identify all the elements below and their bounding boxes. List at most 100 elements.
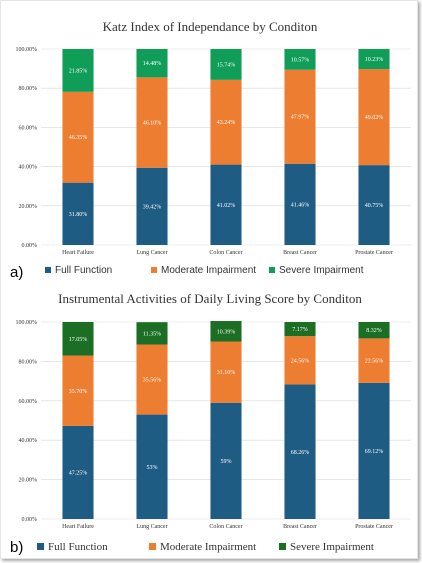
y-tick-label: 0.00% — [22, 243, 38, 249]
legend-label: Full Function — [55, 265, 112, 276]
legend-swatch — [269, 267, 275, 273]
bar-segment — [62, 49, 94, 92]
y-tick-label: 60.00% — [19, 125, 38, 131]
chart-a-x-axis: Heart Failure Lung Cancer Colon Cancer Brea… — [62, 250, 393, 256]
y-tick-label: 80.00% — [19, 86, 38, 92]
bar-segment — [62, 182, 94, 245]
legend-swatch — [151, 267, 157, 273]
data-label: 17.05% — [69, 337, 88, 343]
x-tick-label: Breast Cancer — [283, 250, 317, 256]
y-tick-label: 40.00% — [19, 438, 38, 444]
chart-b-bars: 47.25% 35.70% 17.05% 53% 35.56% 11.35% 59% 31.1… — [62, 321, 390, 519]
chart-b-title: Instrumental Activities of Daily Living … — [58, 291, 362, 306]
data-label: 47.97% — [291, 115, 310, 121]
bar-segment — [358, 382, 390, 519]
bar-segment — [358, 165, 390, 245]
data-label: 41.02% — [217, 203, 236, 209]
legend-label: Full Function — [48, 541, 108, 553]
chart-a: Katz Index of Independance by Conditon 0… — [10, 19, 411, 281]
bar-segment — [62, 355, 94, 426]
bar-segment — [358, 322, 390, 339]
chart-b-x-axis: Heart Failure Lung Cancer Colon Cancer Brea… — [62, 524, 393, 530]
legend-swatch — [45, 267, 51, 273]
legend-swatch — [37, 543, 44, 550]
legend-label: Severe Impairment — [290, 541, 374, 553]
data-label: 35.56% — [143, 378, 162, 384]
bar-segment — [210, 321, 242, 342]
data-label: 22.56% — [365, 359, 384, 365]
data-label: 14.48% — [143, 61, 162, 67]
data-label: 11.35% — [143, 331, 161, 337]
y-tick-label: 40.00% — [19, 165, 38, 171]
data-label: 40.75% — [365, 203, 384, 209]
legend-swatch — [149, 543, 156, 550]
legend-label: Moderate Impairment — [160, 541, 256, 553]
data-label: 31.10% — [217, 370, 236, 376]
bar-segment — [210, 49, 242, 80]
x-tick-label: Prostate Cancer — [355, 524, 393, 530]
data-label: 7.17% — [292, 327, 308, 333]
data-label: 47.25% — [69, 470, 88, 476]
data-label: 10.23% — [365, 57, 384, 63]
bar-segment — [62, 91, 94, 183]
y-tick-label: 80.00% — [19, 359, 38, 365]
legend-swatch — [279, 543, 286, 550]
chart-a-legend: Full Function Moderate Impairment Severe I… — [45, 265, 364, 276]
bar-segment — [358, 69, 390, 166]
chart-b-y-axis: 0.00% 20.00% 40.00% 60.00% 80.00% 100.00% — [16, 320, 38, 523]
x-tick-label: Colon Cancer — [209, 524, 242, 530]
data-label: 68.26% — [291, 450, 310, 456]
bar-segment — [210, 341, 242, 403]
bar-segment — [358, 49, 390, 70]
data-label: 69.12% — [365, 449, 384, 455]
x-tick-label: Heart Failure — [62, 524, 94, 530]
chart-a-panel-label: a) — [10, 264, 23, 281]
data-label: 49.02% — [365, 115, 384, 121]
bar-segment — [284, 336, 316, 385]
bar-segment — [284, 49, 316, 70]
chart-a-title: Katz Index of Independance by Conditon — [103, 19, 318, 34]
bar-segment — [136, 344, 168, 415]
data-label: 46.10% — [143, 121, 162, 127]
bar-segment — [284, 69, 316, 164]
data-label: 24.56% — [291, 358, 310, 364]
data-label: 46.35% — [69, 135, 88, 141]
bar-segment — [210, 79, 242, 165]
y-tick-label: 100.00% — [16, 320, 38, 326]
data-label: 8.32% — [366, 328, 382, 334]
bar-segment — [284, 384, 316, 519]
bar-segment — [136, 167, 168, 245]
y-tick-label: 100.00% — [16, 47, 38, 53]
chart-b: Instrumental Activities of Daily Living … — [10, 291, 411, 556]
x-tick-label: Breast Cancer — [283, 524, 317, 530]
bar-segment — [136, 77, 168, 168]
data-label: 43.24% — [217, 120, 236, 126]
legend-label: Severe Impairment — [279, 265, 364, 276]
bar-segment — [210, 402, 242, 519]
chart-b-legend: Full Function Moderate Impairment Severe I… — [37, 541, 374, 553]
data-label: 35.70% — [69, 389, 88, 395]
bar-segment — [62, 322, 94, 356]
bar-segment — [284, 163, 316, 245]
data-label: 59% — [221, 459, 232, 465]
bar-segment — [136, 322, 168, 345]
y-tick-label: 0.00% — [22, 517, 38, 523]
chart-a-bars: 31.80% 46.35% 21.85% 39.42% 46.10% 14.48% 41.0… — [62, 49, 390, 245]
x-tick-label: Prostate Cancer — [355, 250, 393, 256]
data-label: 53% — [147, 465, 158, 471]
chart-a-y-axis: 0.00% 20.00% 40.00% 60.00% 80.00% 100.00% — [16, 47, 38, 249]
bar-segment — [62, 425, 94, 519]
x-tick-label: Colon Cancer — [209, 250, 242, 256]
y-tick-label: 20.00% — [19, 204, 38, 210]
x-tick-label: Lung Cancer — [136, 524, 167, 530]
x-tick-label: Heart Failure — [62, 250, 94, 256]
bar-segment — [210, 164, 242, 245]
bar-segment — [284, 322, 316, 337]
data-label: 39.42% — [143, 204, 162, 210]
data-label: 15.74% — [217, 62, 236, 68]
bar-segment — [136, 49, 168, 78]
legend-label: Moderate Impairment — [161, 265, 256, 276]
chart-b-panel-label: b) — [10, 539, 23, 556]
data-label: 41.46% — [291, 202, 310, 208]
